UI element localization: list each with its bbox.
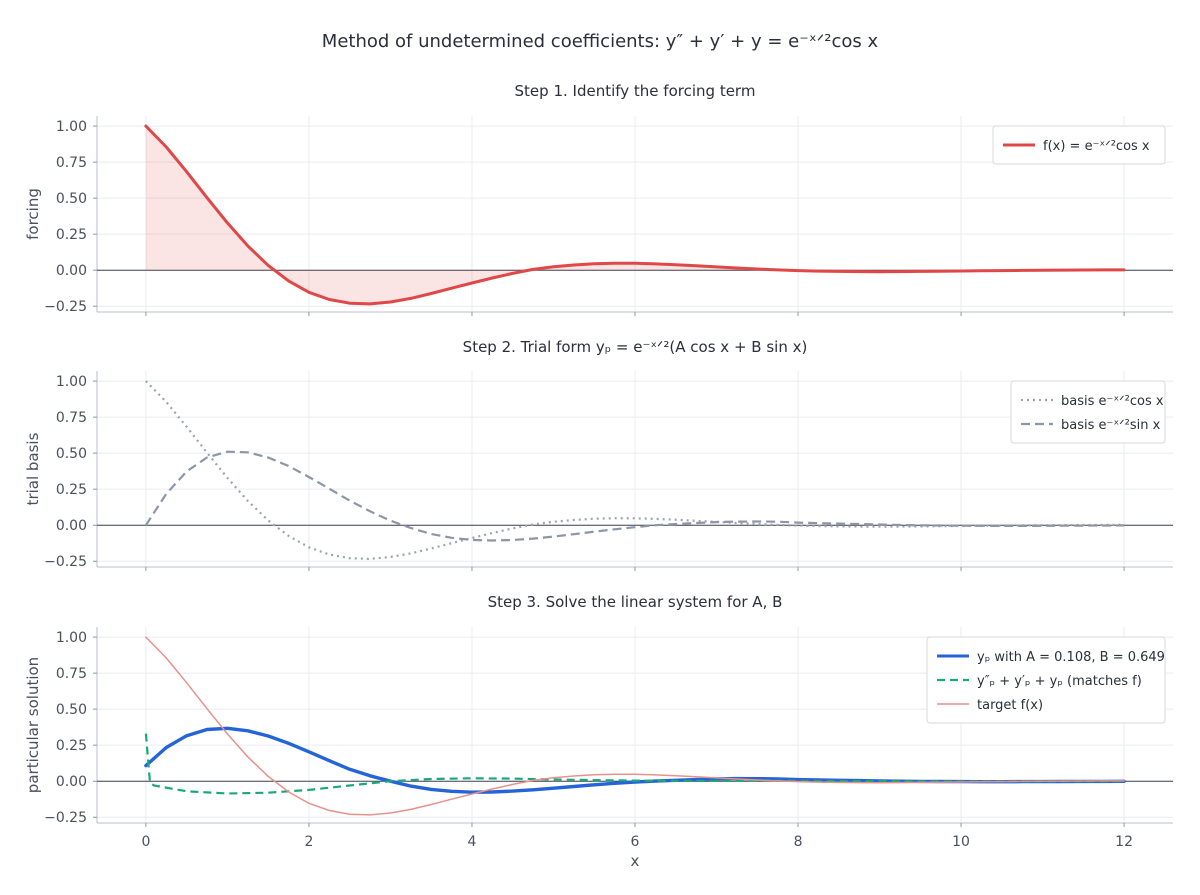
x-tick-label: 0: [141, 834, 150, 850]
legend-label: basis e⁻ˣᐟ²cos x: [1061, 394, 1164, 409]
series-area-fill: [145, 126, 1125, 304]
legend-box: [992, 125, 1166, 165]
figure-title: Method of undetermined coefficients: y″ …: [322, 31, 879, 52]
y-tick-label: 0.00: [56, 774, 87, 790]
panel-3-title: Step 3. Solve the linear system for A, B: [488, 593, 783, 611]
legend-box: [926, 636, 1166, 724]
y-tick-label: 0.00: [56, 518, 87, 534]
x-axis-label: x: [631, 852, 640, 870]
y-axis-label: particular solution: [24, 657, 42, 793]
y-tick-label: −0.25: [44, 554, 87, 570]
x-tick-label: 6: [631, 834, 640, 850]
x-tick-label: 12: [1115, 834, 1133, 850]
legend-label: y″ₚ + y′ₚ + yₚ (matches f): [977, 674, 1142, 689]
y-tick-label: 0.25: [56, 738, 87, 754]
y-tick-label: 0.50: [56, 191, 87, 207]
y-tick-label: 1.00: [56, 374, 87, 390]
legend-label: target f(x): [977, 698, 1043, 713]
y-tick-label: 0.75: [56, 666, 87, 682]
legend-label: f(x) = e⁻ˣᐟ²cos x: [1043, 139, 1150, 154]
y-tick-label: 0.75: [56, 155, 87, 171]
panel-2: Step 2. Trial form yₚ = e⁻ˣᐟ²(A cos x + …: [24, 338, 1173, 571]
y-tick-label: 0.00: [56, 263, 87, 279]
legend-label: basis e⁻ˣᐟ²sin x: [1061, 418, 1161, 433]
legend-box: [1010, 380, 1166, 444]
x-tick-label: 10: [952, 834, 970, 850]
panel-2-title: Step 2. Trial form yₚ = e⁻ˣᐟ²(A cos x + …: [463, 338, 808, 356]
legend-label: yₚ with A = 0.108, B = 0.649: [977, 650, 1165, 665]
y-tick-label: 0.50: [56, 702, 87, 718]
series-line-1: [144, 124, 1126, 306]
y-axis-label: trial basis: [24, 432, 42, 505]
legend: yₚ with A = 0.108, B = 0.649 y″ₚ + y′ₚ + …: [926, 636, 1166, 724]
series-line-1: [145, 380, 1125, 560]
y-axis-label: forcing: [24, 188, 42, 240]
y-tick-label: 0.25: [56, 482, 87, 498]
legend: f(x) = e⁻ˣᐟ²cos x: [992, 125, 1166, 165]
y-tick-label: 1.00: [56, 630, 87, 646]
panel-3: Step 3. Solve the linear system for A, B…: [24, 593, 1173, 870]
x-tick-label: 2: [304, 834, 313, 850]
x-tick-label: 8: [794, 834, 803, 850]
y-tick-label: 0.25: [56, 227, 87, 243]
y-tick-label: 0.50: [56, 446, 87, 462]
panel-1: Step 1. Identify the forcing term −0.25 0.…: [24, 82, 1173, 316]
legend: basis e⁻ˣᐟ²cos x basis e⁻ˣᐟ²sin x: [1010, 380, 1166, 444]
y-tick-label: −0.25: [44, 810, 87, 826]
y-tick-label: 0.75: [56, 410, 87, 426]
panel-1-title: Step 1. Identify the forcing term: [515, 82, 756, 100]
x-tick-label: 4: [468, 834, 477, 850]
y-tick-label: 1.00: [56, 119, 87, 135]
series-line-3: [145, 636, 1125, 816]
y-tick-label: −0.25: [44, 299, 87, 315]
series-line-2: [144, 450, 1125, 542]
